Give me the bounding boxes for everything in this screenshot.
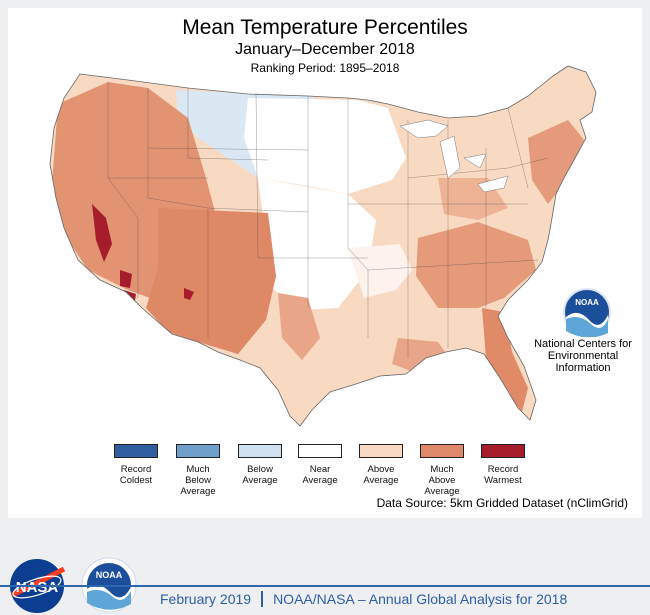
nasa-logo-text: NASA: [16, 579, 59, 596]
data-source: Data Source: 5km Gridded Dataset (nClimG…: [376, 496, 628, 510]
region-nevada-record-1: [92, 204, 112, 262]
legend-label-7: Record Warmest: [484, 464, 522, 486]
legend-label-3: Below Average: [242, 464, 278, 486]
figure-panel: Mean Temperature Percentiles January–Dec…: [8, 8, 642, 518]
legend-label-4: Near Average: [302, 464, 338, 486]
us-temperature-map: [49, 65, 597, 427]
region-nm-record: [184, 288, 194, 300]
legend-swatch-5: [359, 444, 403, 458]
region-southeast: [416, 222, 536, 308]
region-texas-spot: [278, 293, 320, 360]
great-lakes: [399, 119, 509, 193]
footer-date: February 2019: [160, 591, 252, 607]
legend-label-5: Above Average: [363, 464, 399, 486]
ranking-period: Ranking Period: 1895–2018: [250, 61, 400, 75]
map-title: Mean Temperature Percentiles: [182, 16, 468, 39]
ncei-logo-text: NOAA: [575, 298, 599, 307]
footer-title: NOAA/NASA – Annual Global Analysis for 2…: [273, 591, 568, 607]
region-upper-midwest: [244, 98, 406, 194]
ncei-label: National Centers for Environmental Informa…: [534, 338, 632, 374]
footer-separator: [261, 591, 264, 607]
region-gulf-coast: [392, 338, 448, 372]
region-northeast: [528, 120, 584, 204]
legend-swatch-1: [114, 444, 158, 458]
region-mid-south-near: [348, 244, 412, 298]
legend-swatch-6: [420, 444, 464, 458]
noaa-footer-logo-text: NOAA: [96, 570, 123, 580]
map-subtitle: January–December 2018: [235, 41, 415, 58]
us-outline: [49, 65, 597, 427]
legend-label-6: Much Above Average: [424, 464, 460, 497]
legend-swatch-4: [298, 444, 342, 458]
region-nevada-record-2: [120, 270, 132, 288]
legend-swatch-3: [238, 444, 282, 458]
legend-label-1: Record Coldest: [119, 464, 153, 486]
legend-swatch-2: [176, 444, 220, 458]
region-southwest: [146, 208, 276, 354]
legend: Record Coldest Much Below Average Below Averag…: [8, 444, 642, 504]
legend-swatch-7: [481, 444, 525, 458]
noaa-logo-icon: NOAA: [563, 288, 611, 337]
footer-caption: February 2019 NOAA/NASA – Annual Global A…: [160, 591, 567, 607]
region-florida: [482, 308, 528, 412]
footer-divider: [0, 585, 650, 587]
legend-label-2: Much Below Average: [180, 464, 216, 497]
